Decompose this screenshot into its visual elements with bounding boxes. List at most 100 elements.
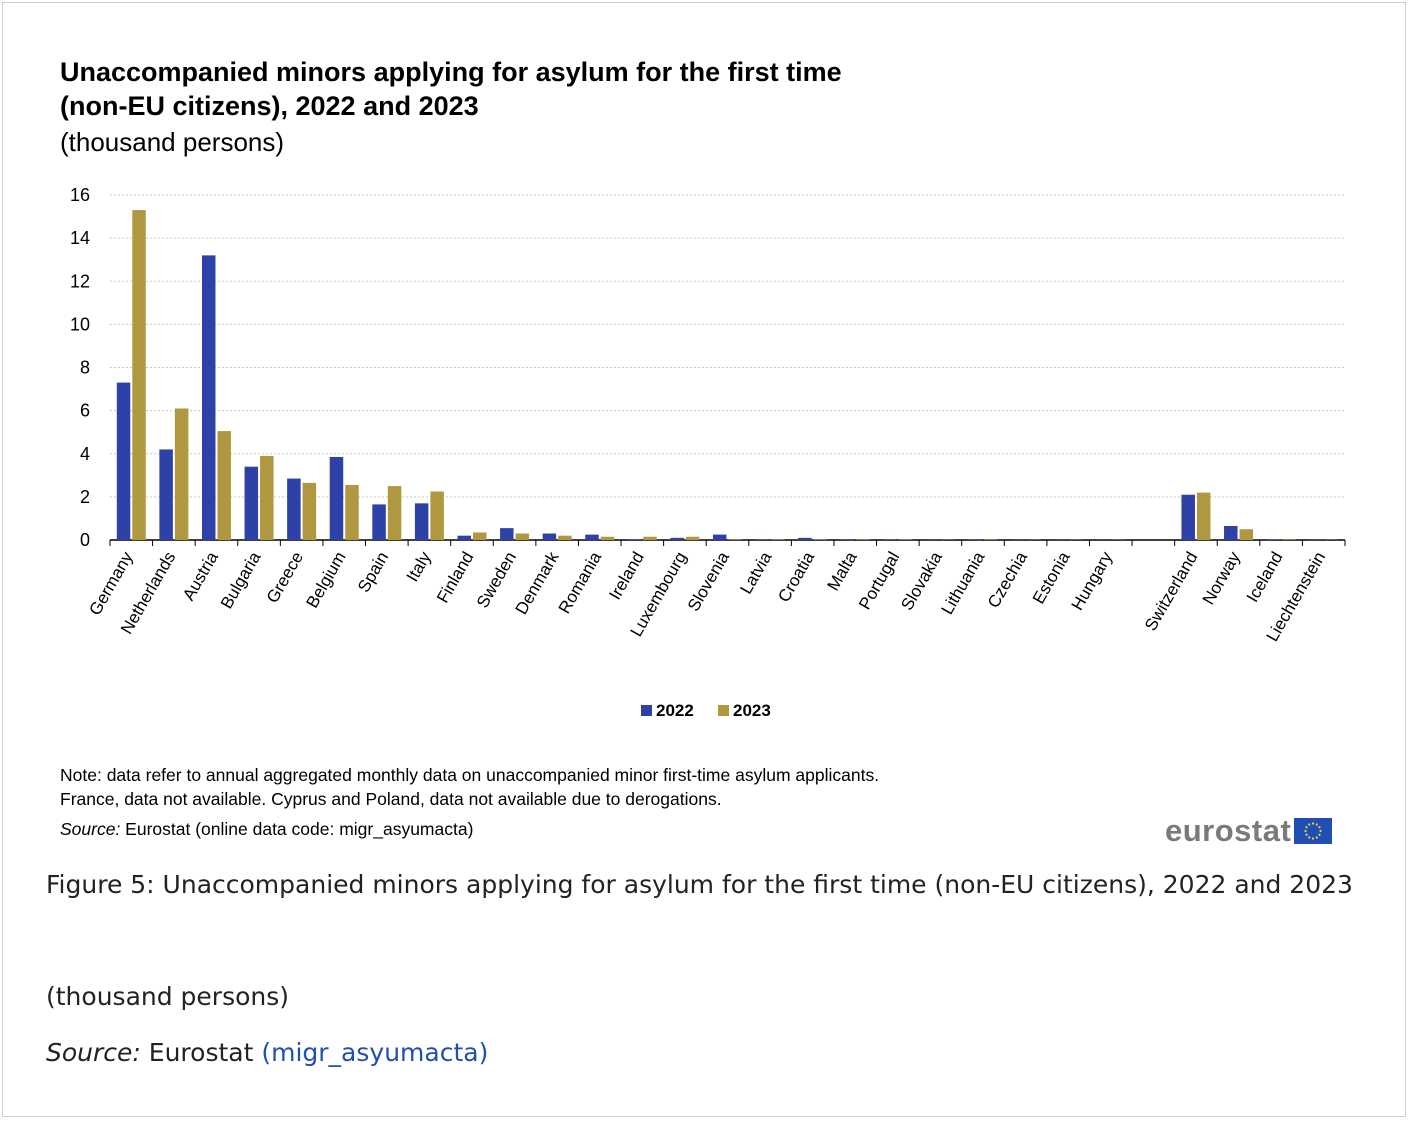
eu-star bbox=[1318, 833, 1321, 836]
bar-2023 bbox=[302, 482, 317, 540]
y-tick-label: 0 bbox=[80, 530, 90, 550]
bar-2023 bbox=[472, 532, 487, 540]
x-tick-label: Sweden bbox=[473, 549, 520, 612]
y-tick-label: 10 bbox=[70, 314, 90, 334]
bar-2022 bbox=[201, 255, 216, 540]
bar-2022 bbox=[1181, 494, 1195, 540]
eu-star bbox=[1304, 829, 1307, 833]
x-tick-label: Portugal bbox=[855, 549, 903, 613]
caption-source-text: Eurostat bbox=[140, 1038, 262, 1067]
x-tick-label: Greece bbox=[263, 549, 307, 607]
bar-2023 bbox=[685, 536, 700, 540]
x-tick-label: Croatia bbox=[774, 548, 818, 605]
bar-2023 bbox=[515, 533, 530, 540]
bar-2023 bbox=[430, 491, 444, 540]
x-tick-label: Finland bbox=[433, 549, 477, 607]
eu-star bbox=[1318, 826, 1321, 829]
note-line-2: France, data not available. Cyprus and P… bbox=[60, 789, 722, 809]
x-tick-label: Latvia bbox=[736, 548, 775, 597]
x-tick-label: Hungary bbox=[1068, 548, 1117, 614]
bar-2022 bbox=[287, 478, 301, 540]
x-tick-label: Slovenia bbox=[684, 548, 733, 614]
bar-2022 bbox=[1224, 525, 1238, 540]
eu-star bbox=[1319, 829, 1322, 833]
eu-star bbox=[1308, 836, 1311, 839]
bar-2023 bbox=[387, 486, 402, 540]
y-tick-label: 14 bbox=[70, 228, 90, 248]
eu-star bbox=[1305, 833, 1308, 836]
y-tick-label: 6 bbox=[80, 401, 90, 421]
eurostat-logo: eurostat bbox=[1165, 813, 1333, 849]
x-tick-label: Malta bbox=[823, 548, 861, 594]
x-tick-label: Italy bbox=[403, 548, 435, 585]
x-tick-label: Czechia bbox=[984, 548, 1031, 611]
bar-2022 bbox=[713, 534, 727, 540]
eurostat-logo-text: eurostat bbox=[1165, 813, 1292, 848]
note-line-1: Note: data refer to annual aggregated mo… bbox=[60, 765, 880, 785]
chart-title: Unaccompanied minors applying for asylum… bbox=[60, 55, 1060, 123]
bar-2023 bbox=[643, 536, 657, 540]
legend-swatch-2022 bbox=[641, 705, 652, 716]
bar-2022 bbox=[542, 533, 557, 540]
figure-caption-source: Source: Eurostat (migr_asyumacta) bbox=[46, 1025, 488, 1081]
eu-star bbox=[1308, 823, 1311, 826]
chart-source-label: Source: bbox=[60, 819, 121, 839]
x-tick-label: Austria bbox=[179, 548, 222, 604]
bar-2023 bbox=[558, 535, 572, 540]
figure-caption-unit: (thousand persons) bbox=[46, 982, 290, 1011]
bar-2022 bbox=[670, 537, 684, 540]
x-tick-label: Estonia bbox=[1029, 548, 1074, 607]
bar-2022 bbox=[500, 528, 514, 540]
chart-title-line-1: Unaccompanied minors applying for asylum… bbox=[60, 57, 842, 87]
y-tick-label: 8 bbox=[80, 358, 90, 378]
legend-label-2023: 2023 bbox=[733, 701, 771, 720]
bar-2023 bbox=[1196, 492, 1211, 540]
bar-2022 bbox=[159, 449, 173, 540]
legend-swatch-2023 bbox=[718, 705, 729, 716]
bar-2023 bbox=[132, 210, 146, 540]
bar-2022 bbox=[457, 535, 471, 540]
eu-star bbox=[1305, 826, 1308, 829]
bar-2023 bbox=[217, 431, 231, 540]
y-tick-label: 16 bbox=[70, 185, 90, 205]
y-tick-label: 2 bbox=[80, 487, 90, 507]
x-tick-label: Slovakia bbox=[897, 548, 946, 614]
x-tick-label: Belgium bbox=[303, 549, 350, 612]
caption-source-link[interactable]: (migr_asyumacta) bbox=[261, 1038, 489, 1067]
bar-2022 bbox=[414, 503, 429, 540]
x-tick-label: Ireland bbox=[605, 549, 647, 604]
bar-2022 bbox=[585, 534, 599, 540]
bar-2022 bbox=[798, 537, 812, 540]
chart-title-line-2: (non-EU citizens), 2022 and 2023 bbox=[60, 91, 479, 121]
x-tick-label: Switzerland bbox=[1141, 549, 1201, 635]
bar-2022 bbox=[244, 466, 259, 540]
caption-source-label: Source: bbox=[46, 1038, 141, 1067]
bar-2022 bbox=[116, 382, 131, 540]
x-tick-label: Bulgaria bbox=[217, 548, 265, 612]
chart-source-text: Eurostat (online data code: migr_asyumac… bbox=[120, 819, 474, 839]
chart-source: Source: Eurostat (online data code: migr… bbox=[60, 817, 473, 841]
x-tick-label: Spain bbox=[354, 549, 392, 596]
bar-2022 bbox=[329, 456, 344, 540]
chart-subtitle: (thousand persons) bbox=[60, 127, 285, 157]
bar-2022 bbox=[627, 539, 642, 540]
x-tick-label: Iceland bbox=[1243, 549, 1287, 606]
eu-flag-icon bbox=[1294, 818, 1333, 844]
bar-2023 bbox=[1239, 529, 1254, 540]
figure-caption: Figure 5: Unaccompanied minors applying … bbox=[46, 870, 1353, 899]
bar-2023 bbox=[345, 485, 359, 540]
eu-star bbox=[1312, 822, 1315, 825]
x-tick-label: Norway bbox=[1199, 548, 1245, 608]
bar-2022 bbox=[372, 504, 386, 540]
legend-label-2022: 2022 bbox=[656, 701, 694, 720]
bar-2023 bbox=[174, 408, 189, 540]
y-tick-label: 4 bbox=[80, 444, 90, 464]
eu-star bbox=[1315, 836, 1319, 839]
eu-star bbox=[1315, 823, 1319, 826]
eu-star bbox=[1312, 837, 1315, 840]
y-tick-label: 12 bbox=[70, 271, 90, 291]
bar-2023 bbox=[600, 536, 615, 540]
bar-2023 bbox=[260, 455, 274, 540]
